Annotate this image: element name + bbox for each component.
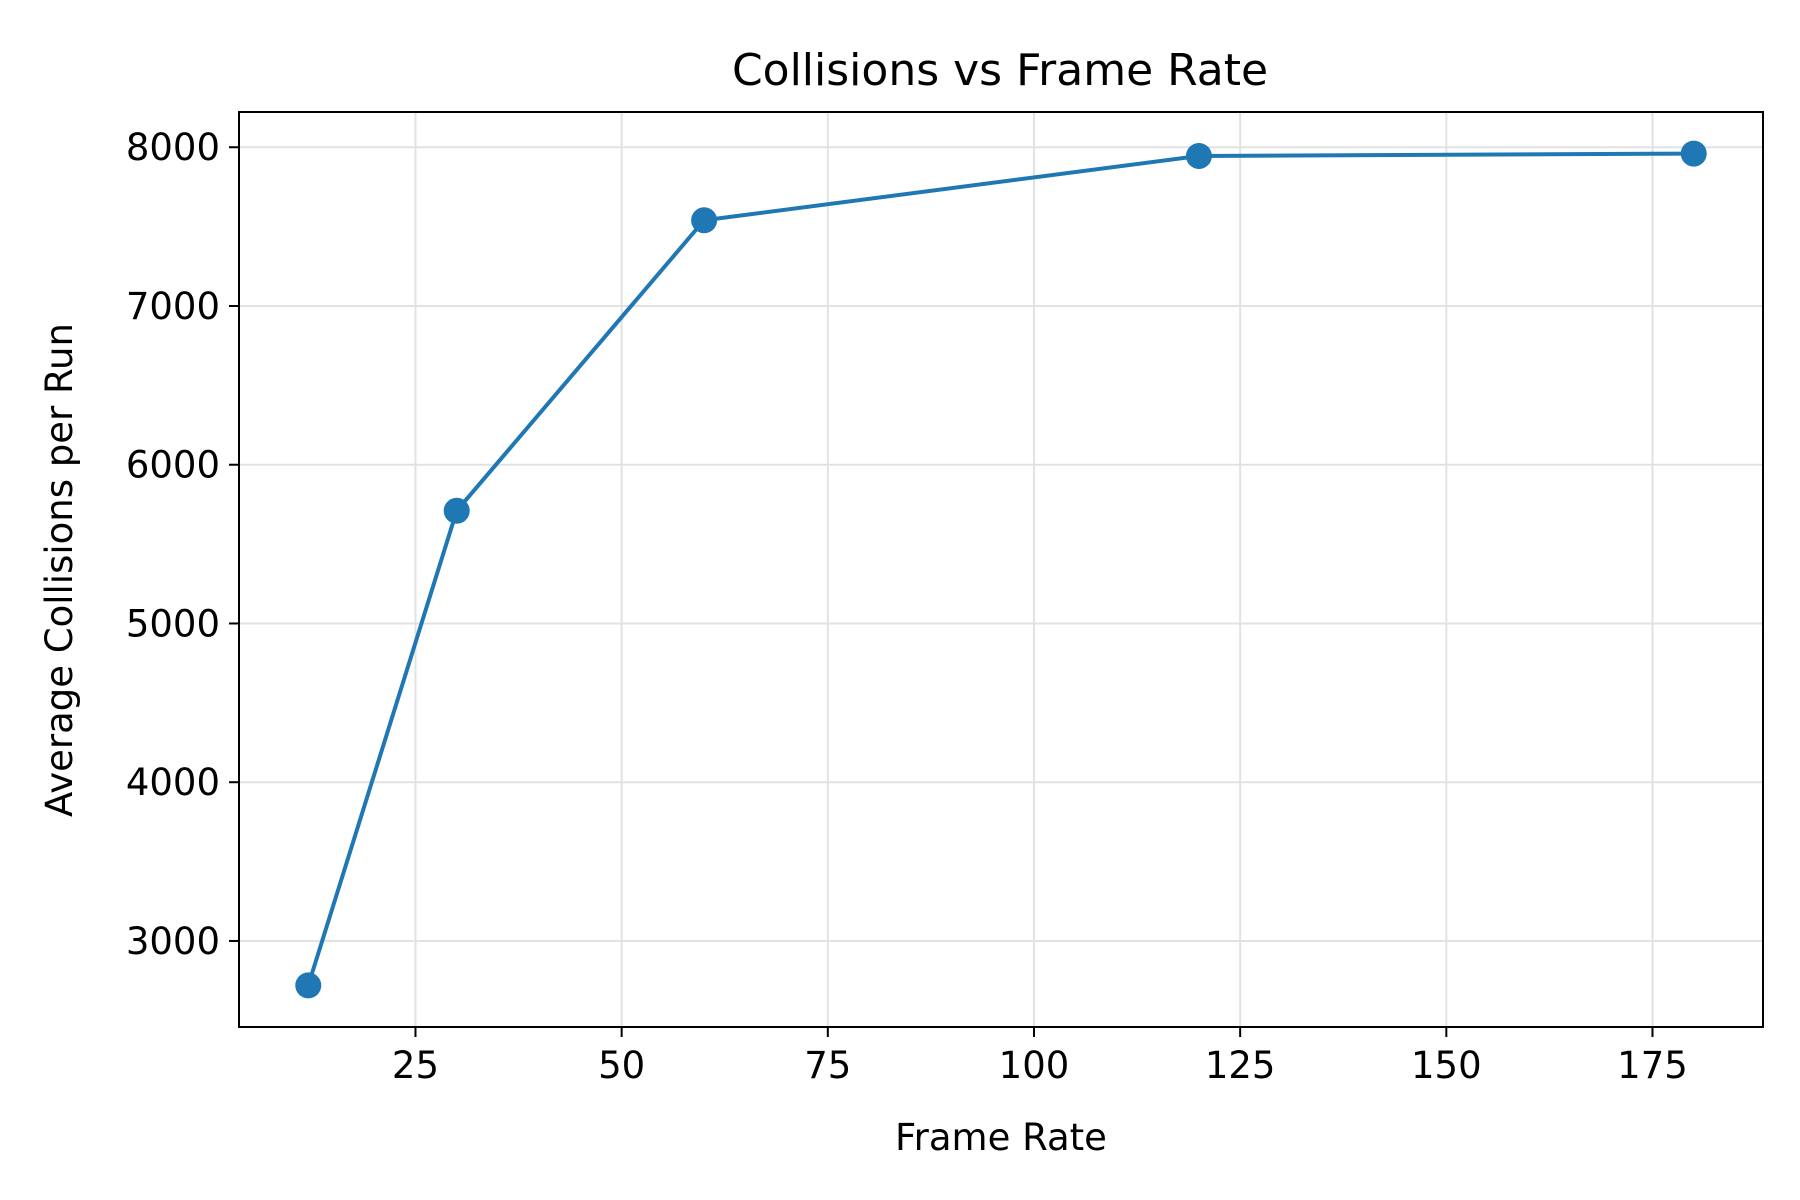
y-tick-label: 6000 (126, 444, 220, 487)
x-tick-label: 125 (1205, 1044, 1276, 1087)
x-tick-label: 75 (804, 1044, 851, 1087)
x-axis-label: Frame Rate (895, 1116, 1107, 1159)
chart-title: Collisions vs Frame Rate (732, 45, 1268, 96)
x-tick-label: 175 (1617, 1044, 1688, 1087)
data-point (1680, 140, 1707, 167)
grid-layer (239, 112, 1763, 1027)
series-line (306, 151, 1696, 988)
x-tick-label: 25 (392, 1044, 439, 1087)
y-axis-label: Average Collisions per Run (38, 323, 81, 817)
y-tick-label: 5000 (126, 602, 220, 645)
x-tick-label: 150 (1411, 1044, 1482, 1087)
y-tick-label: 4000 (126, 761, 220, 804)
series-layer (295, 140, 1707, 999)
data-point (1185, 142, 1212, 169)
y-tick-label: 3000 (126, 920, 220, 963)
data-point (443, 497, 470, 524)
data-point (295, 972, 322, 999)
x-tick-label: 50 (598, 1044, 645, 1087)
data-point (691, 207, 718, 234)
tick-layer: 25 50 75 100 125 150 175 3000 4000 5000 6000 7000 80… (126, 126, 1688, 1087)
y-tick-label: 7000 (126, 285, 220, 328)
y-tick-label: 8000 (126, 126, 220, 169)
plot-frame (238, 111, 1764, 1028)
x-tick-label: 100 (999, 1044, 1070, 1087)
